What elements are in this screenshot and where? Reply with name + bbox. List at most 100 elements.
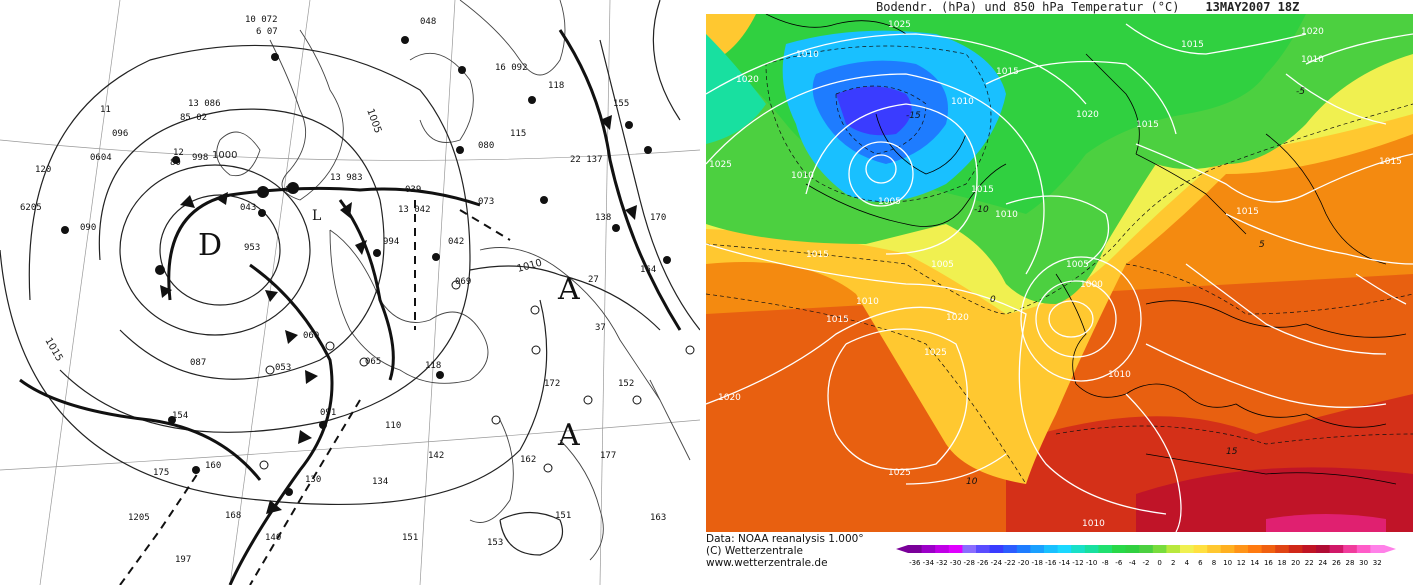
colorbar-left-arrow [896,545,908,553]
colorbar-tick-label: 10 [1223,559,1232,567]
colorbar-cell [1288,545,1303,553]
fronts [19,29,682,585]
svg-text:154: 154 [172,411,188,421]
colorbar-tick-label: 14 [1250,559,1259,567]
colorbar-cell [908,545,923,553]
svg-text:065: 065 [365,357,381,367]
low-pressure-label: D [198,228,223,263]
colorbar-tick-label: -10 [1086,559,1097,567]
temperature-colorbar: -36 -34 -32 -30 -28 -26 -24 -22 -20 -18 -16 -14 -12-… [896,545,1396,567]
pressure-label: 1025 [924,348,947,358]
colorbar-cell [935,545,950,553]
svg-text:130: 130 [305,475,321,485]
colorbar-cell [1220,545,1235,553]
colorbar-cell [1016,545,1031,553]
colorbar-cell [1193,545,1208,553]
svg-text:13 042: 13 042 [398,205,431,215]
colorbar-tick-label: 18 [1278,559,1287,567]
svg-text:160: 160 [205,461,221,471]
svg-text:087: 087 [190,358,206,368]
colorbar-cell [989,545,1004,553]
colorbar-cells [896,545,1396,553]
svg-text:80: 80 [170,158,181,168]
colorbar-cell [921,545,936,553]
colorbar-cell [1207,545,1222,553]
colorbar-tick-label: 24 [1318,559,1327,567]
colorbar-cell [1030,545,1045,553]
colorbar-tick-label: 30 [1359,559,1368,567]
svg-text:13 086: 13 086 [188,99,221,109]
svg-text:172: 172 [544,379,560,389]
colorbar-tick-label: 8 [1212,559,1216,567]
colorbar-tick-label: 28 [1346,559,1355,567]
colorbar-cell [1084,545,1099,553]
synoptic-surface-chart: 10 072 6 07 048 16 092 118 13 086 85 02 11 0… [0,0,700,585]
station-open-circles [259,280,695,473]
colorbar-tick-label: -32 [936,559,947,567]
svg-text:110: 110 [385,421,401,431]
temp-label: -5 [1296,87,1305,97]
pressure-label: 1015 [1236,207,1259,217]
svg-text:994: 994 [383,237,399,247]
svg-text:37: 37 [595,323,606,333]
svg-text:153: 153 [487,538,503,548]
pressure-label: 1025 [888,468,911,478]
svg-text:0604: 0604 [90,153,112,163]
svg-text:1205: 1205 [128,513,150,523]
isobar-label-1005: 1005 [364,107,383,135]
colorbar-cell [1248,545,1263,553]
svg-text:043: 043 [240,203,256,213]
svg-text:10 072: 10 072 [245,15,278,25]
svg-text:134: 134 [372,477,388,487]
station-numbers: 10 072 6 07 048 16 092 118 13 086 85 02 11 0… [20,15,666,565]
pressure-label: 1010 [951,97,974,107]
pressure-label: 1010 [1108,370,1131,380]
colorbar-tick-label: 26 [1332,559,1341,567]
station-plots [61,36,671,496]
colorbar-right-arrow [1384,545,1396,553]
colorbar-cell [1071,545,1086,553]
isobar-label-1015: 1015 [42,336,64,364]
colorbar-tick-label: -4 [1129,559,1137,567]
troughs [119,200,511,585]
svg-text:953: 953 [244,243,260,253]
isobars [0,0,700,556]
graticule [0,0,700,585]
colorbar-ticks: -36 -34 -32 -30 -28 -26 -24 -22 -20 -18 -16 -14 -12-… [909,559,1382,567]
colorbar-tick-label: -16 [1045,559,1057,567]
colorbar-tick-label: 20 [1291,559,1300,567]
colorbar-tick-label: -8 [1102,559,1109,567]
svg-text:118: 118 [548,81,564,91]
colorbar-cell [1329,545,1344,553]
colorbar-tick-label: -36 [909,559,921,567]
colorbar-cell [1356,545,1371,553]
colorbar-tick-label: 16 [1264,559,1273,567]
svg-text:164: 164 [640,265,656,275]
temp-label: 5 [1259,240,1265,250]
colorbar-cell [976,545,991,553]
colorbar-tick-label: -22 [1004,559,1015,567]
svg-text:039: 039 [405,185,421,195]
pressure-label: 1015 [1379,157,1402,167]
svg-text:151: 151 [402,533,418,543]
temp-label: 10 [966,477,978,487]
pressure-label: 1005 [878,197,901,207]
colorbar-cell [948,545,963,553]
colorbar-tick-label: -28 [963,559,974,567]
pressure-label: 1005 [1066,260,1089,270]
colorbar-tick-label: 0 [1157,559,1161,567]
reanalysis-panel: Bodendr. (hPa) und 850 hPa Temperatur (°… [706,0,1413,585]
colorbar-tick-label: -26 [977,559,989,567]
colorbar-cell [1057,545,1072,553]
colorbar-tick-label: -12 [1072,559,1083,567]
svg-text:118: 118 [425,361,441,371]
svg-text:073: 073 [478,197,494,207]
colorbar-tick-label: 32 [1373,559,1382,567]
pressure-label: 1025 [888,20,911,30]
isobar-label-1010: 1010 [516,258,543,275]
pressure-label: 1010 [856,297,879,307]
colorbar-cell [962,545,977,553]
colorbar-cell [1370,545,1385,553]
copyright: (C) Wetterzentrale [706,545,803,557]
pressure-label: 1020 [1076,110,1099,120]
